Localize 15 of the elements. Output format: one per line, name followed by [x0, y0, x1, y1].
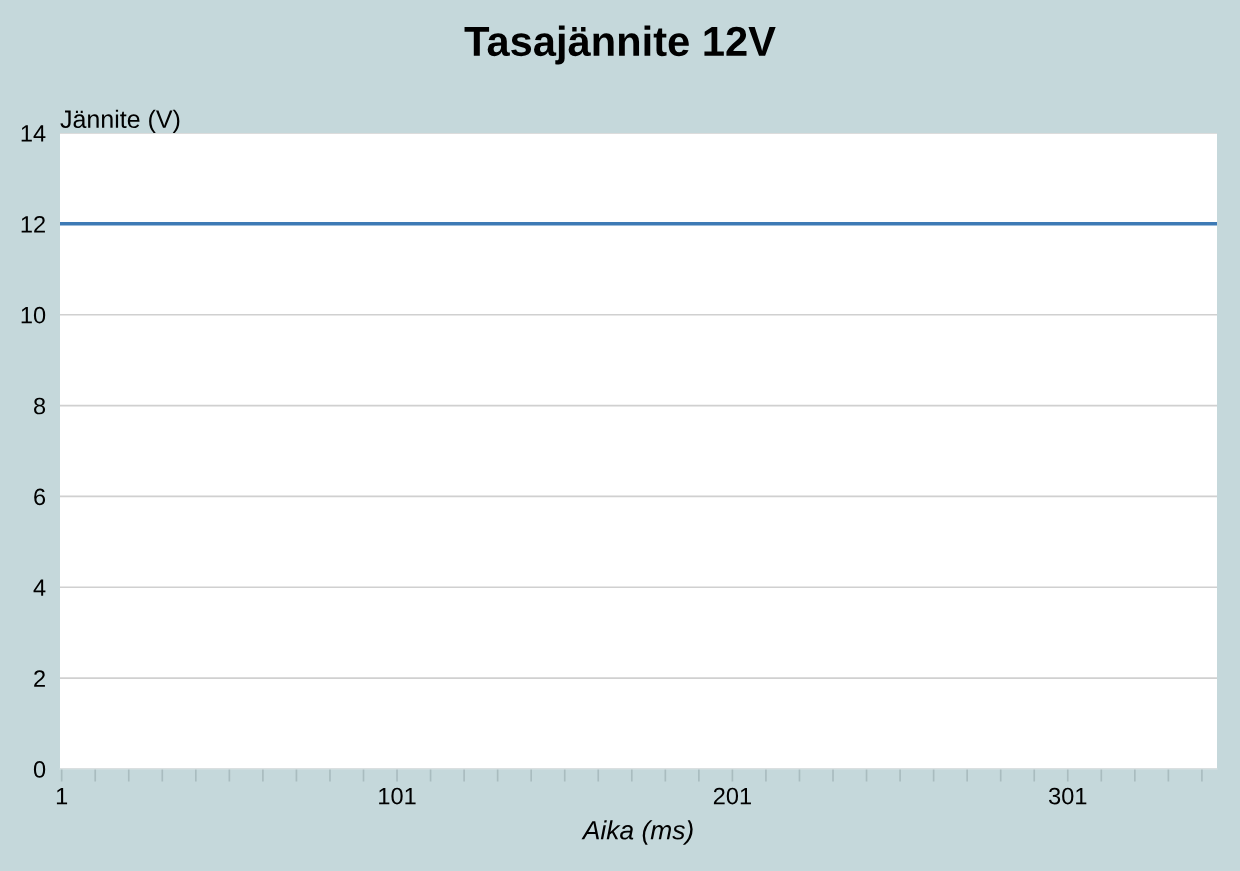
y-tick-label: 12 [21, 215, 45, 233]
y-axis-title: Jännite (V) [60, 109, 180, 133]
x-tick-label: 101 [379, 787, 416, 805]
x-tick-label: 1 [56, 787, 68, 805]
y-tick-label: 4 [33, 579, 46, 596]
x-tick-label: 301 [1048, 787, 1087, 805]
y-tick-label: 14 [21, 125, 46, 142]
y-tick-label: 8 [34, 397, 46, 415]
chart-title: Tasajännite 12V [464, 25, 776, 65]
y-tick-label: 2 [34, 670, 45, 687]
y-tick-label: 10 [21, 306, 46, 324]
y-tick-label: 6 [34, 488, 46, 506]
y-tick-label: 0 [33, 761, 46, 778]
x-tick-label: 201 [713, 787, 751, 805]
x-axis-title: Aika (ms) [581, 820, 693, 845]
